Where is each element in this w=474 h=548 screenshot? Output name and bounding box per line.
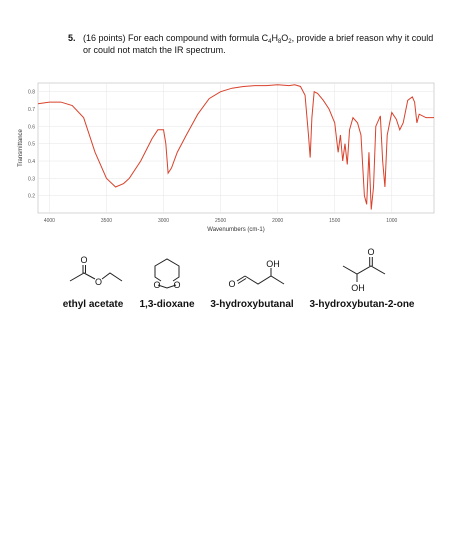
y-tick-label: 0.8 <box>28 90 35 96</box>
y-tick-label: 0.5 <box>28 142 35 148</box>
plot-frame <box>37 82 435 214</box>
compound-name: ethyl acetate <box>63 299 124 310</box>
spectrum-line <box>37 84 434 210</box>
question-run: (16 points) For each compound with formu… <box>83 33 269 43</box>
y-tick-label: 0.3 <box>28 176 35 182</box>
compound-name: 1,3-dioxane <box>139 299 194 310</box>
question-number: 5. <box>68 33 76 43</box>
bond <box>342 265 386 275</box>
bond <box>236 275 246 282</box>
question-text: (16 points) For each compound with formu… <box>83 33 433 45</box>
atom-label: O <box>153 280 160 290</box>
atom-label: OH <box>351 283 365 293</box>
compound-name: 3-hydroxybutan-2-one <box>309 299 414 310</box>
subscript: 8 <box>278 39 282 45</box>
dioxane: O O <box>153 258 181 290</box>
x-tick-label: 2500 <box>215 218 226 224</box>
x-tick-label: 3000 <box>158 218 169 224</box>
bond <box>237 278 247 284</box>
subscript: 4 <box>268 39 272 45</box>
question-run: O <box>281 33 288 43</box>
question-text: or could not match the IR spectrum. <box>83 45 226 55</box>
atom-label: O <box>80 255 87 265</box>
atom-label: OH <box>266 259 280 269</box>
x-axis-label: Wavenumbers (cm-1) <box>207 227 264 233</box>
x-tick-label: 3500 <box>101 218 112 224</box>
bond <box>157 284 177 289</box>
atom-label: O <box>173 280 180 290</box>
question-run: , provide a brief reason why it could <box>292 33 434 43</box>
y-axis-label: Transmittance <box>18 128 24 166</box>
x-tick-label: 4000 <box>44 218 55 224</box>
x-tick-label: 2000 <box>272 218 283 224</box>
subscript: 2 <box>288 39 292 45</box>
question-run: H <box>271 33 278 43</box>
x-tick-label: 1000 <box>386 218 397 224</box>
x-tick-label: 1500 <box>329 218 340 224</box>
y-tick-label: 0.6 <box>28 124 35 130</box>
bond <box>244 275 285 285</box>
bond <box>101 272 123 282</box>
y-tick-label: 0.7 <box>28 107 35 113</box>
atom-label: O <box>367 247 374 257</box>
compound-name: 3-hydroxybutanal <box>210 299 294 310</box>
ethyl-acetate: O O <box>69 255 123 287</box>
bond <box>154 258 180 282</box>
bond <box>69 272 96 282</box>
y-tick-label: 0.4 <box>28 159 35 165</box>
atom-label: O <box>228 279 235 289</box>
y-tick-label: 0.2 <box>28 194 35 200</box>
hydroxybutanone: O OH <box>342 247 386 293</box>
atom-label: O <box>95 277 102 287</box>
hydroxybutanal: OH O <box>228 259 285 289</box>
